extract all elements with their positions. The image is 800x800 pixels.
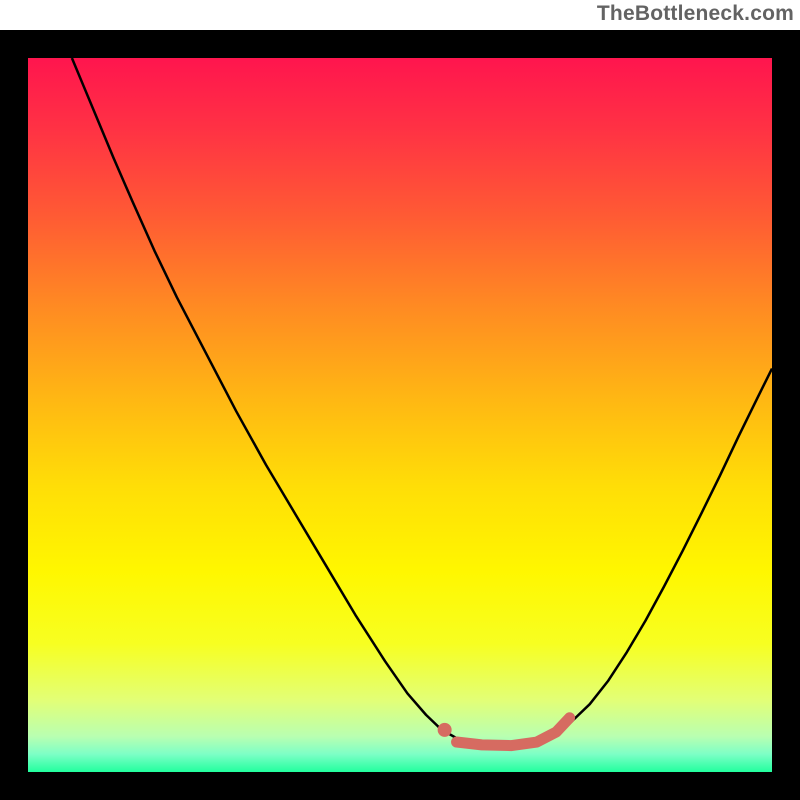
gradient-background bbox=[28, 58, 772, 772]
chart-svg bbox=[0, 30, 800, 800]
highlight-dot bbox=[438, 723, 452, 737]
watermark-text: TheBottleneck.com bbox=[597, 2, 794, 26]
chart-canvas bbox=[0, 30, 800, 800]
chart-container: TheBottleneck.com bbox=[0, 0, 800, 800]
